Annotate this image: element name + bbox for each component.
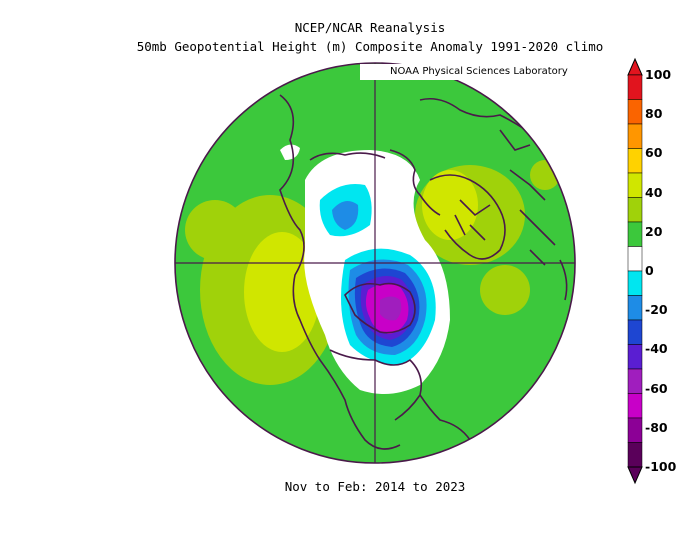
colorbar-swatch [627,221,643,247]
date-range-label: Nov to Feb: 2014 to 2023 [284,479,466,494]
colorbar-tick-label: 40 [645,184,663,200]
colorbar-tick-label: -60 [645,380,668,396]
colorbar-swatch [627,344,643,370]
credit-label: NOAA Physical Sciences Laboratory [360,64,575,80]
colorbar-tick-label: -100 [645,459,677,474]
chart-title: NCEP/NCAR Reanalysis [294,20,446,35]
colorbar-swatch [627,270,643,296]
colorbar-bottom-arrow [627,466,643,485]
colorbar-tick-label: 80 [645,106,663,122]
colorbar-swatch [627,442,643,468]
colorbar-tick-label: 0 [645,263,654,278]
colorbar-tick-label: -20 [645,302,668,318]
colorbar-swatch [627,393,643,419]
colorbar-tick-label: -40 [645,341,668,357]
colorbar-swatch [627,74,643,100]
colorbar-swatch [627,319,643,345]
colorbar-tick-label: 60 [645,145,663,161]
colorbar-swatch [627,148,643,174]
colorbar-swatch [627,197,643,223]
colorbar-swatch [627,172,643,198]
colorbar-top-arrow [627,57,643,76]
colorbar [627,57,643,485]
colorbar-tick-label: 20 [645,223,663,239]
colorbar-swatch [627,246,643,272]
colorbar-swatch [627,123,643,149]
colorbar-swatch [627,417,643,443]
colorbar-swatch [627,295,643,321]
colorbar-tick-label: 100 [645,67,672,82]
colorbar-swatch [627,368,643,394]
chart-subtitle: 50mb Geopotential Height (m) Composite A… [136,39,604,54]
map-boundary [174,62,576,464]
colorbar-tick-label: -80 [645,419,668,435]
colorbar-swatch [627,99,643,125]
